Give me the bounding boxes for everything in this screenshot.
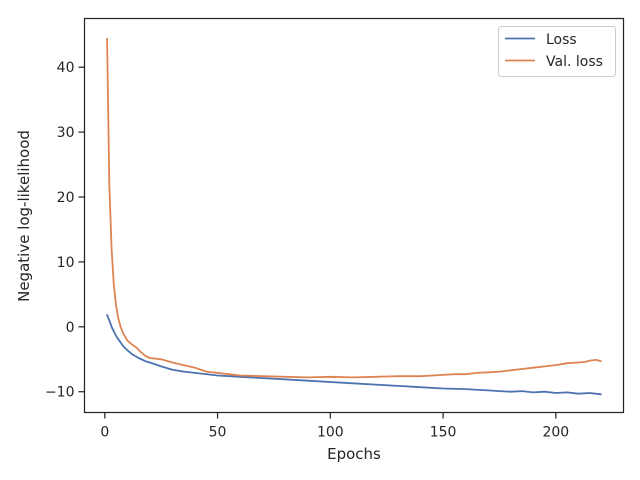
- x-axis-label: Epochs: [327, 445, 381, 463]
- y-tick-label: 10: [57, 255, 75, 271]
- y-tick-label: 0: [66, 320, 75, 336]
- y-tick-label: 40: [57, 60, 75, 76]
- series-line-val-loss: [106, 37, 602, 379]
- y-axis-label: Negative log-likelihood: [15, 130, 33, 302]
- x-tick-label: 150: [430, 425, 457, 441]
- y-tick-label: −10: [45, 385, 75, 401]
- legend-loss-label: Loss: [546, 32, 577, 48]
- plot-frame: [83, 17, 625, 414]
- series-layer: [106, 37, 602, 396]
- x-tick-label: 100: [317, 425, 344, 441]
- y-tick-label: 20: [57, 190, 75, 206]
- legend: Loss Val. loss: [498, 26, 616, 77]
- legend-val-loss-label: Val. loss: [546, 54, 603, 70]
- y-axis: −10 0 10 20 30 40: [45, 60, 85, 401]
- series-line-loss: [106, 314, 602, 396]
- x-axis: 0 50 100 150 200: [100, 412, 569, 441]
- x-tick-label: 200: [542, 425, 569, 441]
- x-tick-label: 50: [209, 425, 227, 441]
- y-tick-label: 30: [57, 125, 75, 141]
- x-tick-label: 0: [100, 425, 109, 441]
